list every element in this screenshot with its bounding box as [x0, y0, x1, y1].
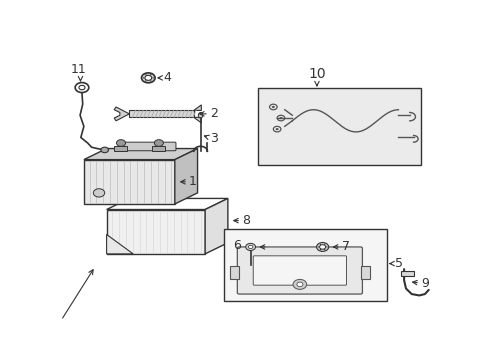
Polygon shape	[360, 266, 369, 279]
Text: 8: 8	[242, 214, 250, 227]
Circle shape	[150, 74, 151, 75]
Circle shape	[271, 106, 274, 108]
Text: 11: 11	[71, 63, 87, 76]
FancyBboxPatch shape	[253, 256, 346, 285]
Bar	[224, 229, 386, 301]
Circle shape	[145, 74, 146, 75]
Text: 5: 5	[394, 257, 402, 270]
Circle shape	[144, 75, 151, 80]
Polygon shape	[114, 146, 127, 151]
Circle shape	[142, 77, 144, 78]
Polygon shape	[152, 146, 165, 151]
Circle shape	[317, 246, 319, 247]
Circle shape	[296, 282, 302, 287]
Circle shape	[319, 245, 325, 249]
FancyBboxPatch shape	[237, 247, 362, 294]
Circle shape	[154, 140, 163, 146]
Circle shape	[323, 244, 325, 245]
Polygon shape	[84, 149, 197, 159]
Text: 4: 4	[163, 71, 171, 84]
Circle shape	[116, 140, 125, 146]
Circle shape	[93, 189, 104, 197]
FancyBboxPatch shape	[121, 142, 176, 151]
Polygon shape	[193, 105, 201, 111]
Text: 3: 3	[209, 131, 217, 144]
Circle shape	[101, 147, 108, 153]
Polygon shape	[205, 198, 227, 254]
Bar	[258, 87, 420, 165]
Polygon shape	[193, 117, 201, 123]
Circle shape	[141, 73, 155, 83]
Circle shape	[152, 77, 154, 78]
Polygon shape	[84, 159, 175, 204]
Circle shape	[323, 249, 325, 250]
Text: 7: 7	[341, 240, 349, 253]
Polygon shape	[106, 210, 205, 254]
Circle shape	[245, 243, 255, 251]
Circle shape	[319, 244, 321, 245]
Polygon shape	[229, 266, 239, 279]
Polygon shape	[175, 149, 197, 204]
Bar	[129, 111, 193, 117]
Text: 2: 2	[209, 107, 217, 120]
Text: 10: 10	[307, 67, 325, 81]
Circle shape	[316, 243, 328, 251]
Circle shape	[150, 80, 151, 81]
Circle shape	[292, 279, 306, 289]
Circle shape	[279, 117, 282, 119]
Polygon shape	[400, 270, 413, 276]
Polygon shape	[106, 234, 133, 254]
Ellipse shape	[198, 112, 203, 118]
Text: 1: 1	[188, 175, 196, 188]
Circle shape	[319, 249, 321, 250]
Text: 6: 6	[233, 239, 241, 252]
Circle shape	[248, 245, 252, 249]
Polygon shape	[114, 107, 129, 121]
Circle shape	[145, 80, 146, 81]
Circle shape	[275, 128, 278, 130]
Circle shape	[325, 246, 327, 247]
Text: 9: 9	[420, 277, 428, 290]
